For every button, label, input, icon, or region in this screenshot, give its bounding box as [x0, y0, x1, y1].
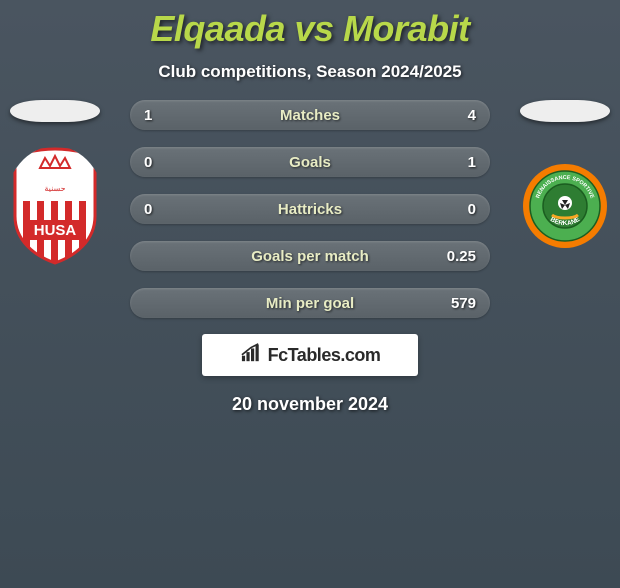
stat-right-value: 0: [468, 201, 476, 218]
subtitle: Club competitions, Season 2024/2025: [0, 62, 620, 82]
right-flag-icon: [520, 100, 610, 122]
stat-row: 0 Goals 1: [130, 147, 490, 177]
stat-row: Min per goal 579: [130, 288, 490, 318]
left-club-crest: حسنية HUSA: [5, 146, 105, 266]
left-flag-icon: [10, 100, 100, 122]
stat-label: Hattricks: [278, 201, 342, 218]
right-side: RENAISSANCE SPORTIVE BERKANE: [490, 100, 610, 266]
stat-row: Goals per match 0.25: [130, 241, 490, 271]
branding-text: FcTables.com: [268, 345, 381, 366]
svg-text:HUSA: HUSA: [34, 222, 77, 239]
date-text: 20 november 2024: [0, 394, 620, 415]
stat-left-value: 1: [144, 107, 152, 124]
svg-text:حسنية: حسنية: [44, 184, 65, 193]
stats-column: 1 Matches 4 0 Goals 1 0 Hattricks 0 Goals per mat…: [130, 100, 490, 318]
page-title: Elqaada vs Morabit: [0, 8, 620, 50]
chart-icon: [240, 343, 262, 368]
stat-label: Min per goal: [266, 295, 354, 312]
player-left-name: Elqaada: [150, 8, 285, 49]
stat-right-value: 4: [468, 107, 476, 124]
branding-box: FcTables.com: [202, 334, 418, 376]
stat-right-value: 579: [451, 295, 476, 312]
vs-text: vs: [295, 8, 334, 49]
comparison-layout: حسنية HUSA 1 Matches 4 0 Goals 1 0 Hattricks 0 Go…: [0, 100, 620, 318]
stat-label: Matches: [280, 107, 340, 124]
player-right-name: Morabit: [343, 8, 470, 49]
stat-row: 0 Hattricks 0: [130, 194, 490, 224]
stat-row: 1 Matches 4: [130, 100, 490, 130]
stat-label: Goals per match: [251, 248, 369, 265]
stat-left-value: 0: [144, 201, 152, 218]
stat-left-value: 0: [144, 154, 152, 171]
stat-right-value: 1: [468, 154, 476, 171]
stat-label: Goals: [289, 154, 331, 171]
stat-right-value: 0.25: [447, 248, 476, 265]
right-club-crest: RENAISSANCE SPORTIVE BERKANE: [515, 146, 615, 266]
left-side: حسنية HUSA: [10, 100, 130, 266]
